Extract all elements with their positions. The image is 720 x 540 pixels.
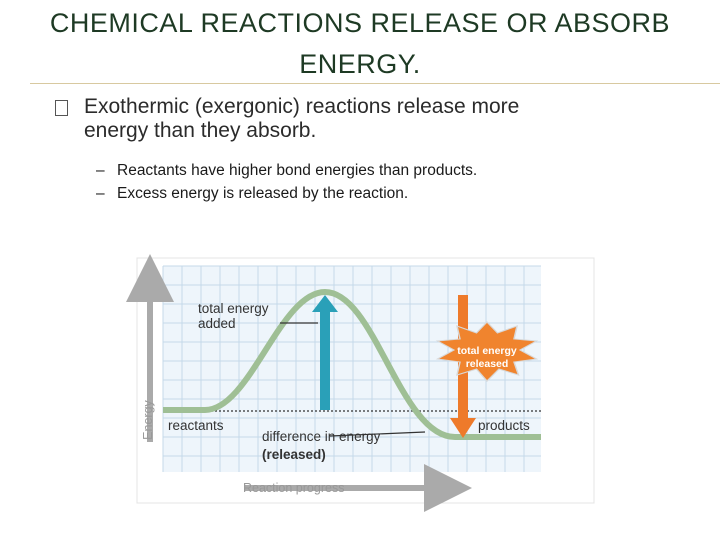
diagram-label: reactants [168,418,224,433]
diagram-label: total energy [457,345,517,357]
release-starburst [435,321,539,382]
sub-bullet-dash: – [96,185,105,202]
diagram-label: (released) [262,447,326,462]
slide-title-line: CHEMICAL REACTIONS RELEASE OR ABSORB [49,8,671,38]
progress-axis-label: Reaction progress [243,481,344,495]
slide-title-line: ENERGY. [299,49,421,79]
diagram-label: total energy [198,301,269,316]
energy-added-arrow [312,295,338,410]
diagram-label: products [478,418,530,433]
diagram-label: difference in energy [262,429,381,444]
sub-bullet-dash: – [96,162,105,179]
pointer-line [329,431,426,437]
energy-axis-label: Energy [141,399,155,439]
diagram-label: added [198,316,236,331]
bullet-glyph [55,100,68,116]
sub-bullet: Excess energy is released by the reactio… [117,185,409,202]
diagram-label: released [466,358,509,370]
bullet-line: Exothermic (exergonic) reactions release… [84,95,520,118]
title-rule [30,83,720,84]
sub-bullet: Reactants have higher bond energies than… [117,162,478,179]
bullet-line: energy than they absorb. [84,119,317,142]
energy-curve [163,288,541,440]
